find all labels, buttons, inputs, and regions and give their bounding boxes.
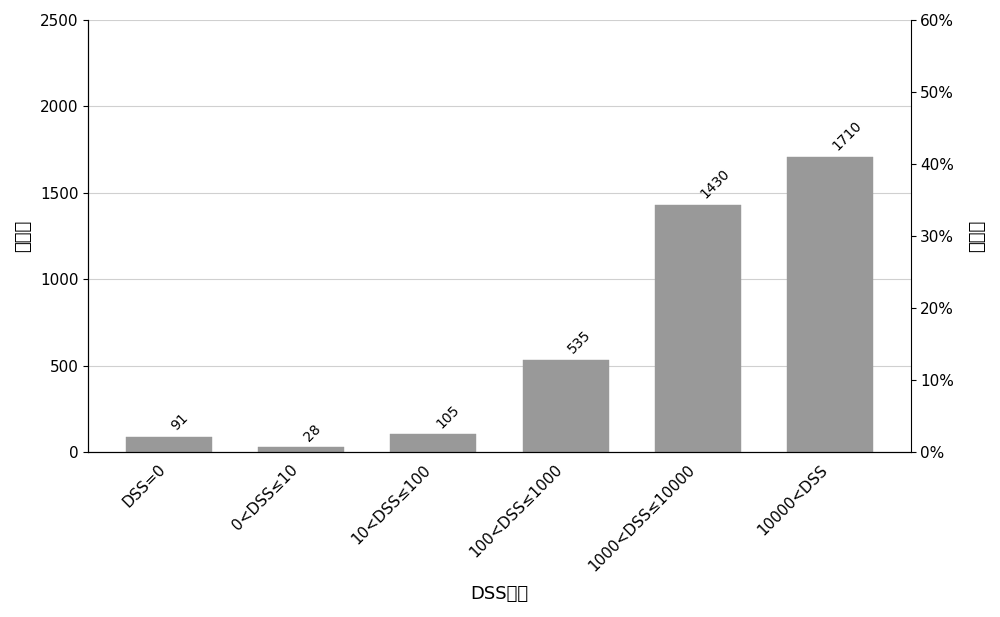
Bar [787, 157, 873, 452]
Y-axis label: 百分比: 百分比 [968, 220, 986, 252]
Text: 91: 91 [169, 411, 191, 433]
Bar [390, 434, 476, 452]
X-axis label: DSS数量: DSS数量 [470, 585, 529, 603]
Bar [655, 205, 741, 452]
Bar [126, 437, 212, 452]
Text: 28: 28 [301, 421, 323, 444]
Text: 1430: 1430 [698, 167, 733, 202]
Text: 1710: 1710 [830, 118, 865, 153]
Bar [523, 360, 609, 452]
Text: 535: 535 [566, 328, 594, 356]
Text: 105: 105 [433, 402, 462, 431]
Bar [258, 447, 344, 452]
Y-axis label: 物种数: 物种数 [14, 220, 32, 252]
